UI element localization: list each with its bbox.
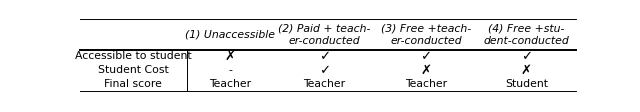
Text: Accessible to student: Accessible to student (75, 51, 191, 61)
Text: Teacher: Teacher (209, 79, 251, 89)
Text: ✓: ✓ (420, 50, 431, 63)
Text: Teacher: Teacher (303, 79, 346, 89)
Text: ✗: ✗ (420, 64, 431, 77)
Text: Teacher: Teacher (405, 79, 447, 89)
Text: (4) Free +stu-
dent-conducted: (4) Free +stu- dent-conducted (484, 24, 569, 45)
Text: ✓: ✓ (319, 50, 330, 63)
Text: ✓: ✓ (319, 64, 330, 77)
Text: ✓: ✓ (521, 50, 532, 63)
Text: (1) Unaccessible: (1) Unaccessible (185, 29, 275, 40)
Text: Final score: Final score (104, 79, 163, 89)
Text: Student: Student (505, 79, 548, 89)
Text: ✗: ✗ (521, 64, 532, 77)
Text: (3) Free +teach-
er-conducted: (3) Free +teach- er-conducted (381, 24, 471, 45)
Text: Student Cost: Student Cost (98, 65, 169, 75)
Text: (2) Paid + teach-
er-conducted: (2) Paid + teach- er-conducted (278, 24, 371, 45)
Text: -: - (228, 65, 232, 75)
Text: ✗: ✗ (225, 50, 236, 63)
